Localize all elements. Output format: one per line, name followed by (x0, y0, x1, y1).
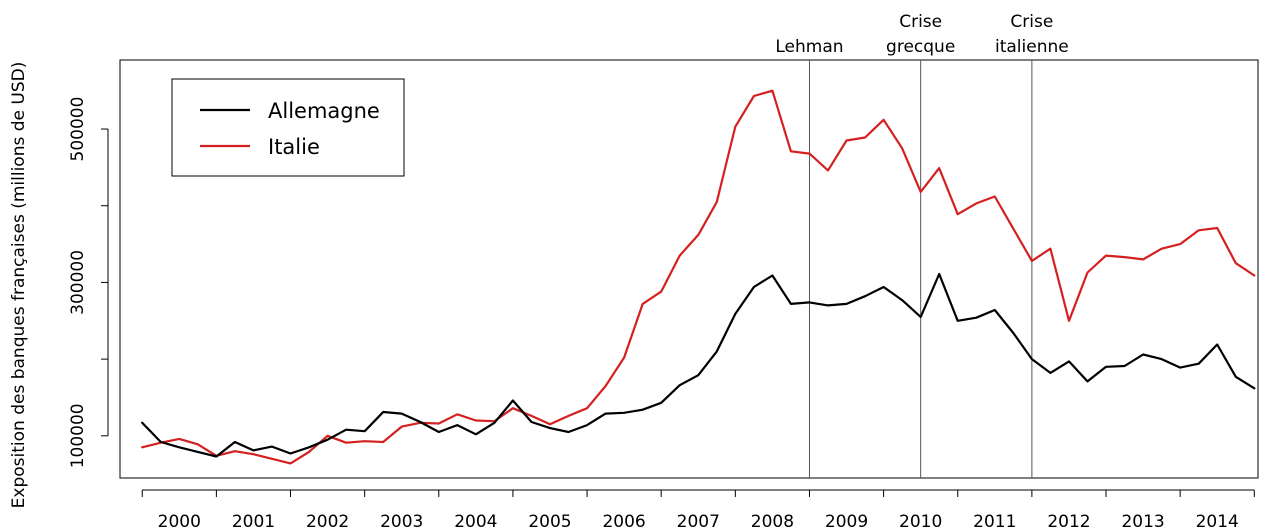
event-label: Crise (899, 12, 942, 32)
x-tick-label: 2011 (973, 512, 1016, 532)
y-tick-label: 300000 (68, 250, 88, 315)
y-tick-label: 100000 (68, 403, 88, 468)
x-tick-label: 2013 (1121, 512, 1164, 532)
x-tick-label: 2006 (602, 512, 645, 532)
x-tick-label: 2008 (751, 512, 794, 532)
series-line-italie (141, 89, 1256, 465)
series-line-allemagne (141, 272, 1256, 458)
event-label: grecque (886, 37, 955, 57)
plot-area (119, 59, 1259, 479)
x-tick-label: 2012 (1047, 512, 1090, 532)
y-tick-label: 500000 (68, 97, 88, 162)
event-label: Lehman (775, 37, 843, 57)
event-label: Crise (1010, 12, 1053, 32)
x-tick-label: 2010 (899, 512, 942, 532)
legend-label: Italie (268, 135, 320, 159)
legend-label: Allemagne (268, 99, 380, 123)
legend: Allemagne Italie (171, 78, 405, 177)
x-tick-label: 2003 (380, 512, 423, 532)
event-annotations: Lehman Crise grecque Crise italienne (775, 12, 1069, 478)
y-axis-title: Exposition des banques françaises (milli… (9, 62, 29, 509)
x-tick-label: 2000 (158, 512, 201, 532)
x-axis: 2000 2001 2002 2003 2004 2005 2006 2007 2008 2009… (141, 489, 1255, 532)
y-axis: 100000 300000 500000 (68, 97, 109, 468)
x-tick-label: 2005 (528, 512, 571, 532)
x-tick-label: 2002 (306, 512, 349, 532)
legend-box (171, 78, 405, 177)
x-tick-label: 2007 (677, 512, 720, 532)
plot-box (119, 59, 1259, 479)
x-tick-label: 2004 (454, 512, 497, 532)
event-label: italienne (995, 37, 1069, 57)
x-tick-label: 2001 (232, 512, 275, 532)
x-tick-label: 2009 (825, 512, 868, 532)
series-layer (141, 89, 1256, 465)
x-tick-label: 2014 (1196, 512, 1239, 532)
